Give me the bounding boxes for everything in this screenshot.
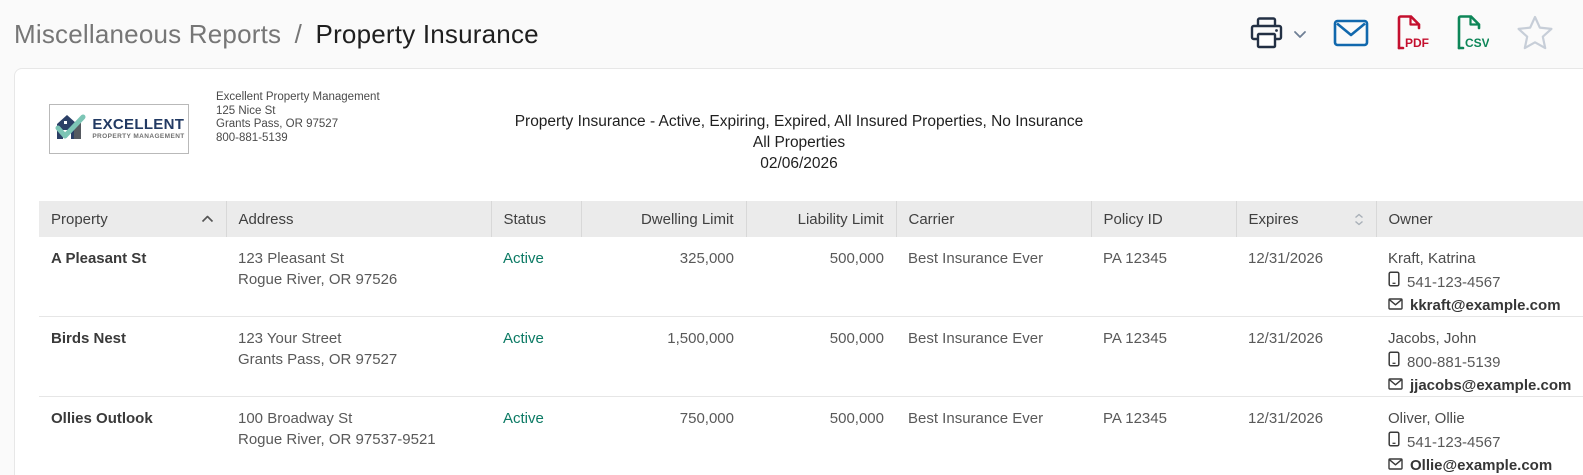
table-row: Ollies Outlook 100 Broadway St Rogue Riv… (39, 396, 1583, 475)
report-title-block: Property Insurance - Active, Expiring, E… (15, 111, 1583, 174)
status-badge: Active (503, 330, 544, 347)
email-small-icon (1388, 295, 1403, 316)
export-pdf-button[interactable]: PDF (1395, 14, 1429, 55)
report-card: EXCELLENT PROPERTY MANAGEMENT Excellent … (14, 68, 1583, 475)
csv-export-icon: CSV (1455, 14, 1490, 55)
property-address: 123 Pleasant St Rogue River, OR 97526 (226, 237, 491, 317)
breadcrumb: Miscellaneous Reports / Property Insuran… (14, 19, 539, 50)
column-header-liability-limit[interactable]: Liability Limit (746, 201, 897, 237)
table-row: A Pleasant St 123 Pleasant St Rogue Rive… (39, 237, 1583, 317)
favorite-button[interactable] (1515, 14, 1555, 55)
owner-cell: Kraft, Katrina 541-123-4567 kkraft@examp… (1376, 237, 1583, 317)
email-icon (1333, 19, 1369, 50)
report-toolbar: PDF CSV (1248, 14, 1555, 55)
svg-text:PDF: PDF (1405, 36, 1429, 50)
carrier-value: Best Insurance Ever (896, 396, 1091, 475)
logo-text-secondary: PROPERTY MANAGEMENT (92, 133, 185, 141)
expires-value: 12/31/2026 (1236, 237, 1376, 317)
breadcrumb-parent[interactable]: Miscellaneous Reports (14, 18, 282, 49)
owner-phone: 800-881-5139 (1407, 353, 1501, 371)
pdf-export-icon: PDF (1395, 14, 1429, 55)
liability-limit-value: 500,000 (746, 396, 896, 475)
owner-email: Ollie@example.com (1410, 457, 1553, 474)
top-bar: Miscellaneous Reports / Property Insuran… (0, 0, 1583, 68)
company-phone: 800-881-5139 (216, 131, 288, 144)
property-name: A Pleasant St (39, 237, 226, 317)
report-title-line3: 02/06/2026 (760, 155, 838, 172)
star-icon (1515, 14, 1555, 55)
chevron-down-icon (1293, 27, 1307, 42)
report-title-line1: Property Insurance - Active, Expiring, E… (514, 113, 1084, 130)
carrier-value: Best Insurance Ever (896, 237, 1091, 317)
status-badge: Active (503, 250, 544, 267)
liability-limit-value: 500,000 (746, 316, 896, 397)
owner-phone: 541-123-4567 (1407, 273, 1501, 291)
print-options-button[interactable] (1293, 27, 1307, 42)
expires-value: 12/31/2026 (1236, 316, 1376, 397)
email-small-icon (1388, 375, 1403, 396)
policy-id-value: PA 12345 (1091, 396, 1236, 475)
company-city: Grants Pass, OR 97527 (216, 118, 339, 130)
company-info: Excellent Property Management 125 Nice S… (216, 91, 380, 145)
sort-ascending-icon (201, 215, 214, 223)
property-address: 123 Your Street Grants Pass, OR 97527 (226, 316, 491, 397)
table-row: Birds Nest 123 Your Street Grants Pass, … (39, 316, 1583, 397)
policy-id-value: PA 12345 (1091, 316, 1236, 397)
logo-text-primary: EXCELLENT (92, 116, 185, 134)
dwelling-limit-value: 325,000 (581, 237, 746, 317)
owner-name: Kraft, Katrina (1388, 250, 1476, 267)
status-badge: Active (503, 410, 544, 427)
owner-name: Jacobs, John (1388, 330, 1477, 347)
column-header-address[interactable]: Address (226, 201, 492, 237)
column-header-carrier[interactable]: Carrier (896, 201, 1092, 237)
print-button[interactable] (1248, 16, 1285, 53)
breadcrumb-separator: / (294, 18, 303, 49)
owner-cell: Oliver, Ollie 541-123-4567 Ollie@example… (1376, 396, 1583, 475)
column-header-expires[interactable]: Expires (1236, 201, 1377, 237)
column-header-dwelling-limit[interactable]: Dwelling Limit (581, 201, 747, 237)
column-header-status[interactable]: Status (491, 201, 582, 237)
dwelling-limit-value: 750,000 (581, 396, 746, 475)
property-name: Birds Nest (39, 316, 226, 397)
report-title-line2: All Properties (752, 134, 846, 151)
owner-name: Oliver, Ollie (1388, 410, 1465, 427)
phone-icon (1388, 271, 1400, 293)
company-logo: EXCELLENT PROPERTY MANAGEMENT (49, 104, 189, 154)
policy-id-value: PA 12345 (1091, 237, 1236, 317)
liability-limit-value: 500,000 (746, 237, 896, 317)
email-small-icon (1388, 455, 1403, 475)
expires-value: 12/31/2026 (1236, 396, 1376, 475)
dwelling-limit-value: 1,500,000 (581, 316, 746, 397)
owner-email: jjacobs@example.com (1410, 377, 1572, 394)
property-insurance-table: Property Address Status Dwelling Limit L… (39, 201, 1583, 475)
sort-both-icon (1354, 213, 1364, 226)
column-header-policy-id[interactable]: Policy ID (1091, 201, 1237, 237)
property-name: Ollies Outlook (39, 396, 226, 475)
export-csv-button[interactable]: CSV (1455, 14, 1490, 55)
printer-icon (1248, 16, 1285, 53)
carrier-value: Best Insurance Ever (896, 316, 1091, 397)
phone-icon (1388, 431, 1400, 453)
page-title: Property Insurance (315, 18, 539, 49)
property-address: 100 Broadway St Rogue River, OR 97537-95… (226, 396, 491, 475)
company-name: Excellent Property Management (216, 91, 380, 103)
company-street: 125 Nice St (216, 104, 276, 117)
owner-cell: Jacobs, John 800-881-5139 jjacobs@exampl… (1376, 316, 1583, 397)
column-header-owner[interactable]: Owner (1376, 201, 1583, 237)
owner-email: kkraft@example.com (1410, 297, 1561, 314)
email-report-button[interactable] (1333, 19, 1369, 50)
table-header-row: Property Address Status Dwelling Limit L… (39, 201, 1583, 237)
column-header-property[interactable]: Property (39, 201, 227, 237)
house-check-logo-icon (53, 110, 87, 149)
svg-text:CSV: CSV (1465, 36, 1489, 50)
phone-icon (1388, 351, 1400, 373)
owner-phone: 541-123-4567 (1407, 433, 1501, 451)
